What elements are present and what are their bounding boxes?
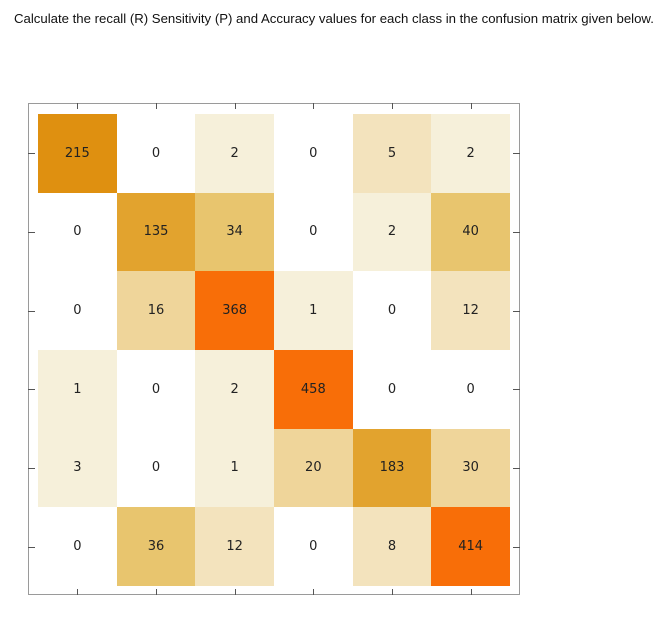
matrix-cell: 458 bbox=[273, 349, 353, 429]
axis-tick bbox=[28, 468, 35, 469]
matrix-cell: 0 bbox=[273, 507, 353, 586]
matrix-cell: 0 bbox=[273, 192, 353, 272]
matrix-cell: 5 bbox=[352, 114, 432, 193]
matrix-cell: 40 bbox=[431, 192, 510, 272]
axis-tick bbox=[156, 103, 157, 109]
matrix-cell: 0 bbox=[116, 349, 196, 429]
axis-tick bbox=[513, 547, 520, 548]
axis-tick bbox=[156, 589, 157, 595]
matrix-cell: 368 bbox=[195, 271, 274, 350]
matrix-cell: 16 bbox=[116, 271, 196, 350]
axis-tick bbox=[513, 468, 520, 469]
matrix-cell: 3 bbox=[38, 428, 117, 508]
matrix-cell: 0 bbox=[38, 192, 117, 272]
matrix-cell: 0 bbox=[116, 428, 196, 508]
matrix-cell: 12 bbox=[431, 271, 510, 350]
axis-tick bbox=[77, 103, 78, 109]
axis-tick bbox=[28, 153, 35, 154]
matrix-cell: 135 bbox=[116, 192, 196, 272]
axis-tick bbox=[313, 103, 314, 109]
axis-tick bbox=[28, 311, 35, 312]
matrix-cell: 12 bbox=[195, 507, 274, 586]
matrix-cell: 2 bbox=[195, 349, 274, 429]
matrix-cell: 34 bbox=[195, 192, 274, 272]
axis-tick bbox=[513, 389, 520, 390]
matrix-cell: 414 bbox=[431, 507, 510, 586]
confusion-matrix-grid: 215 0 2 0 5 2 0 135 34 0 2 40 0 16 368 1 0 12 1 0 2 458 0 0 3 0 1 2… bbox=[38, 114, 510, 586]
axis-tick bbox=[513, 232, 520, 233]
matrix-cell: 215 bbox=[38, 114, 117, 193]
axis-tick bbox=[313, 589, 314, 595]
matrix-cell: 2 bbox=[431, 114, 510, 193]
matrix-cell: 0 bbox=[38, 507, 117, 586]
matrix-cell: 20 bbox=[273, 428, 353, 508]
axis-tick bbox=[513, 153, 520, 154]
matrix-cell: 0 bbox=[431, 349, 510, 429]
matrix-cell: 0 bbox=[38, 271, 117, 350]
matrix-cell: 1 bbox=[273, 271, 353, 350]
axis-tick bbox=[392, 589, 393, 595]
axis-tick bbox=[392, 103, 393, 109]
matrix-cell: 183 bbox=[352, 428, 432, 508]
axis-tick bbox=[513, 311, 520, 312]
matrix-cell: 36 bbox=[116, 507, 196, 586]
matrix-cell: 0 bbox=[352, 349, 432, 429]
axis-tick bbox=[471, 589, 472, 595]
matrix-cell: 2 bbox=[352, 192, 432, 272]
matrix-cell: 0 bbox=[116, 114, 196, 193]
axis-tick bbox=[235, 103, 236, 109]
matrix-cell: 1 bbox=[38, 349, 117, 429]
axis-tick bbox=[77, 589, 78, 595]
axis-tick bbox=[28, 547, 35, 548]
axis-tick bbox=[28, 232, 35, 233]
axis-tick bbox=[471, 103, 472, 109]
matrix-cell: 2 bbox=[195, 114, 274, 193]
matrix-cell: 30 bbox=[431, 428, 510, 508]
matrix-cell: 0 bbox=[352, 271, 432, 350]
axis-tick bbox=[235, 589, 236, 595]
matrix-cell: 8 bbox=[352, 507, 432, 586]
axis-tick bbox=[28, 389, 35, 390]
matrix-cell: 1 bbox=[195, 428, 274, 508]
matrix-cell: 0 bbox=[273, 114, 353, 193]
question-text: Calculate the recall (R) Sensitivity (P)… bbox=[14, 11, 654, 26]
